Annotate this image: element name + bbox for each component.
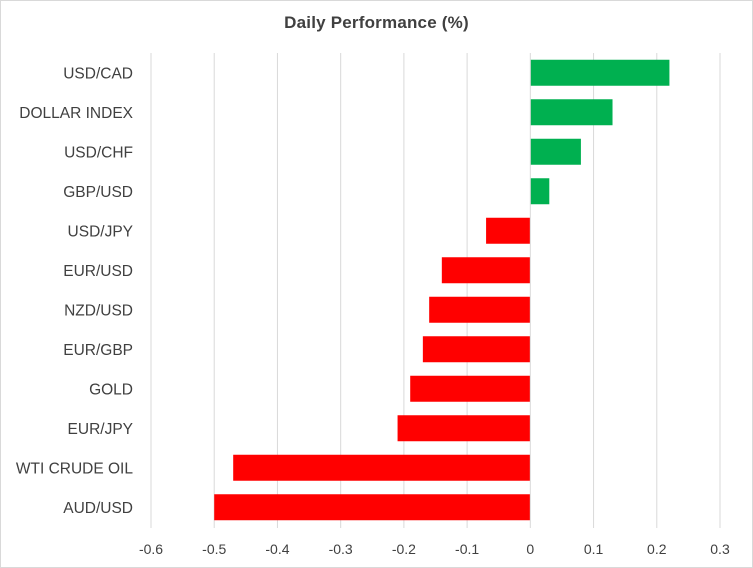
category-label-usd-chf: USD/CHF bbox=[64, 144, 133, 161]
bar-usd-jpy bbox=[486, 217, 531, 244]
bar-eur-usd bbox=[441, 257, 531, 284]
bar-usd-chf bbox=[530, 138, 581, 165]
tick-label-0-2: 0.2 bbox=[647, 541, 667, 557]
gridlines bbox=[150, 53, 721, 528]
bar-gbp-usd bbox=[530, 178, 550, 205]
tick-label-0-1: 0.1 bbox=[584, 541, 604, 557]
bar-dollar-index bbox=[530, 99, 613, 126]
tick-label-0: 0 bbox=[526, 541, 534, 557]
bars bbox=[214, 53, 670, 528]
bar-gold bbox=[410, 375, 531, 402]
tick-label-0-6: -0.6 bbox=[139, 541, 163, 557]
tick-label-0-4: -0.4 bbox=[265, 541, 289, 557]
tick-label-0-3: -0.3 bbox=[329, 541, 353, 557]
tick-label-0-3: 0.3 bbox=[710, 541, 730, 557]
bar-nzd-usd bbox=[429, 296, 531, 323]
category-label-eur-gbp: EUR/GBP bbox=[63, 342, 133, 359]
tick-label-0-2: -0.2 bbox=[392, 541, 416, 557]
category-label-gold: GOLD bbox=[89, 381, 133, 398]
bar-wti-crude-oil bbox=[233, 454, 531, 481]
category-labels: USD/CAD DOLLAR INDEX USD/CHF GBP/USD USD/JPY… bbox=[16, 65, 134, 517]
bar-usd-cad bbox=[530, 59, 670, 86]
category-label-aud-usd: AUD/USD bbox=[63, 500, 133, 517]
tick-label-0-1: -0.1 bbox=[455, 541, 479, 557]
tick-label-0-5: -0.5 bbox=[202, 541, 226, 557]
category-label-dollar-index: DOLLAR INDEX bbox=[19, 105, 133, 122]
bar-eur-gbp bbox=[422, 336, 531, 363]
category-label-eur-usd: EUR/USD bbox=[63, 263, 133, 280]
bar-aud-usd bbox=[214, 494, 531, 521]
category-label-nzd-usd: NZD/USD bbox=[64, 302, 133, 319]
category-label-usd-cad: USD/CAD bbox=[63, 65, 133, 82]
category-label-usd-jpy: USD/JPY bbox=[68, 223, 133, 240]
category-label-gbp-usd: GBP/USD bbox=[63, 184, 133, 201]
chart-title: Daily Performance (%) bbox=[284, 13, 469, 32]
bar-eur-jpy bbox=[397, 415, 531, 442]
category-label-eur-jpy: EUR/JPY bbox=[68, 421, 133, 438]
category-label-wti-crude-oil: WTI CRUDE OIL bbox=[16, 460, 133, 477]
tick-labels: -0.6 -0.5 -0.4 -0.3 -0.2 -0.1 0 0.1 0.2 0.3 bbox=[139, 541, 730, 557]
